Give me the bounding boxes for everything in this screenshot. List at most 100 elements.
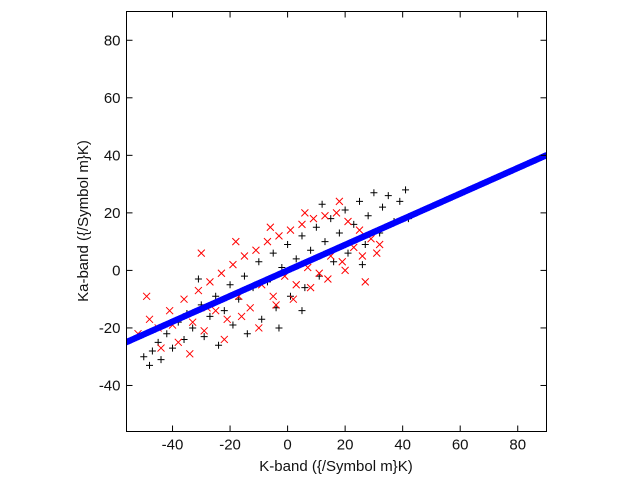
- plus-point-45: [364, 212, 372, 220]
- plus-point-32: [301, 284, 309, 292]
- plus-point-31: [298, 232, 306, 240]
- plus-point-39: [335, 229, 343, 237]
- plus-point-15: [220, 307, 228, 315]
- cross-point-28: [315, 269, 324, 278]
- y-axis-label: Ka-band ({/Symbol m}K): [75, 140, 92, 302]
- cross-point-11: [217, 269, 226, 278]
- y-tick-label-6: 80: [104, 33, 121, 50]
- cross-point-38: [372, 249, 381, 257]
- plus-point-1: [148, 347, 156, 355]
- plus-point-4: [163, 330, 171, 338]
- plus-point-36: [321, 238, 329, 246]
- cross-point-57: [335, 197, 344, 206]
- plus-point-25: [269, 249, 277, 257]
- cross-point-39: [157, 344, 165, 352]
- y-tick-label-3: 20: [104, 205, 121, 222]
- plus-point-19: [240, 272, 248, 280]
- cross-point-27: [309, 214, 318, 223]
- cross-point-1: [145, 315, 154, 324]
- x-tick-label-4: 40: [394, 437, 411, 454]
- plus-point-54: [146, 361, 154, 369]
- plus-point-55: [275, 324, 283, 332]
- axis-ticks: -40 -20 0 20 40 60 80 -40 -20 0 20 40 60 80: [99, 11, 547, 454]
- cross-point-55: [266, 223, 275, 232]
- plus-point-52: [402, 186, 410, 194]
- plus-point-33: [307, 246, 315, 254]
- plus-point-11: [200, 333, 208, 341]
- plus-point-5: [169, 344, 177, 352]
- plus-point-34: [312, 223, 320, 231]
- plus-point-16: [226, 281, 234, 289]
- cross-point-33: [344, 217, 352, 226]
- cross-point-19: [263, 237, 272, 246]
- cross-point-35: [355, 226, 364, 234]
- plus-point-14: [215, 341, 223, 349]
- cross-point-29: [321, 211, 329, 220]
- cross-point-44: [237, 312, 246, 321]
- cross-point-15: [240, 252, 249, 260]
- x-axis-label: K-band ({/Symbol m}K): [259, 458, 412, 475]
- plus-point-12: [206, 312, 214, 320]
- cross-point-53: [197, 249, 206, 257]
- cross-point-24: [292, 280, 301, 289]
- cross-point-20: [269, 292, 278, 301]
- plus-point-9: [189, 324, 197, 332]
- cross-point-17: [252, 246, 260, 255]
- y-tick-label-0: -40: [99, 378, 121, 395]
- y-tick-label-2: 0: [112, 263, 120, 280]
- cross-point-47: [289, 295, 298, 304]
- cross-point-52: [375, 240, 384, 249]
- plus-point-43: [356, 197, 364, 205]
- plot-frame: [126, 11, 547, 432]
- cross-point-9: [206, 278, 214, 286]
- cross-point-49: [324, 275, 332, 283]
- cross-point-10: [211, 306, 220, 315]
- x-tick-label-0: -40: [162, 437, 184, 454]
- y-tick-label-1: -20: [99, 320, 121, 337]
- x-tick-label-3: 20: [337, 437, 354, 454]
- cross-point-25: [298, 220, 306, 229]
- plus-point-46: [370, 189, 378, 197]
- cross-point-45: [254, 324, 263, 332]
- cross-point-7: [194, 286, 203, 295]
- x-tick-label-2: 0: [283, 437, 291, 454]
- cross-point-12: [223, 315, 232, 324]
- x-tick-label-6: 80: [509, 437, 526, 454]
- cross-point-43: [220, 335, 229, 344]
- cross-point-13: [229, 260, 237, 269]
- cross-point-48: [306, 283, 315, 292]
- plus-point-57: [358, 261, 366, 269]
- plus-point-48: [379, 203, 387, 211]
- cross-point-21: [275, 232, 283, 240]
- cross-point-16: [246, 303, 255, 312]
- cross-point-41: [185, 349, 194, 358]
- cross-point-6: [188, 318, 197, 327]
- plus-point-51: [396, 197, 404, 205]
- plus-point-41: [344, 249, 352, 257]
- plus-point-17: [229, 321, 237, 329]
- cross-point-46: [272, 301, 280, 309]
- cross-point-58: [142, 292, 151, 301]
- x-tick-label-5: 60: [452, 437, 469, 454]
- cross-point-23: [286, 226, 295, 234]
- plus-point-44: [361, 241, 369, 249]
- y-tick-label-5: 60: [104, 90, 121, 107]
- plus-point-0: [140, 353, 148, 361]
- plus-point-30: [292, 255, 300, 263]
- plus-point-59: [298, 307, 306, 315]
- cross-point-51: [358, 252, 367, 260]
- cross-point-4: [174, 338, 183, 347]
- cross-point-36: [361, 278, 370, 286]
- cross-point-31: [332, 209, 341, 217]
- cross-point-8: [200, 326, 209, 335]
- y-tick-label-4: 40: [104, 148, 121, 165]
- x-tick-label-1: -20: [219, 437, 241, 454]
- plus-point-22: [255, 258, 263, 266]
- cross-point-32: [338, 257, 347, 266]
- cross-point-56: [301, 209, 309, 217]
- plus-point-56: [318, 200, 326, 208]
- plus-point-49: [384, 192, 392, 200]
- plus-point-40: [341, 206, 349, 214]
- plot-area: [126, 152, 547, 369]
